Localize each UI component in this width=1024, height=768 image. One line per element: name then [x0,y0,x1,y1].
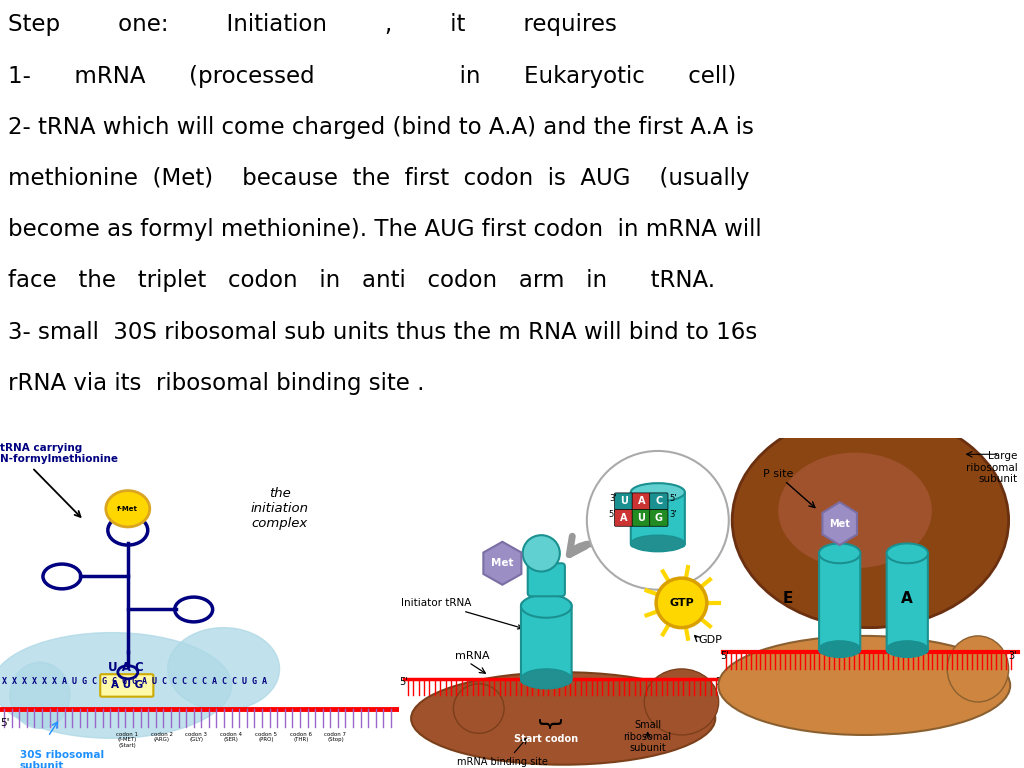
Text: Met: Met [829,518,850,528]
Text: X X X X X X A U G C G C G G A U C C C C C A C C U G A: X X X X X X A U G C G C G G A U C C C C … [2,677,267,686]
Text: codon 2
(ARG): codon 2 (ARG) [151,732,173,743]
Text: Large
ribosomal
subunit: Large ribosomal subunit [966,451,1018,484]
Text: A: A [638,496,645,506]
Text: codon 6
(THR): codon 6 (THR) [290,732,311,743]
Text: f-Met: f-Met [118,506,138,511]
Ellipse shape [947,636,1009,702]
Text: rRNA via its  ribosomal binding site .: rRNA via its ribosomal binding site . [8,372,425,395]
Text: 5': 5' [609,510,616,519]
Text: GDP: GDP [698,634,722,644]
Ellipse shape [644,669,719,735]
Circle shape [105,491,150,527]
Ellipse shape [631,483,685,502]
Ellipse shape [887,641,928,657]
Text: 3- small  30S ribosomal sub units thus the m RNA will bind to 16s: 3- small 30S ribosomal sub units thus th… [8,321,758,344]
Text: U: U [620,496,628,506]
Text: codon 5
(PRO): codon 5 (PRO) [255,732,276,743]
Ellipse shape [887,544,928,563]
Text: C: C [655,496,663,506]
Text: mRNA: mRNA [455,651,489,661]
Text: 3': 3' [716,677,724,687]
FancyBboxPatch shape [632,509,650,526]
Text: 5': 5' [399,677,408,687]
Ellipse shape [0,633,231,738]
Text: A: A [901,591,913,606]
Text: tRNA carrying
N-formylmethionine: tRNA carrying N-formylmethionine [0,442,118,465]
Ellipse shape [454,684,504,733]
FancyBboxPatch shape [819,553,860,653]
Ellipse shape [168,627,280,710]
Text: }: } [535,719,558,734]
Ellipse shape [411,672,716,765]
Text: codon 7
(Stop): codon 7 (Stop) [325,732,346,743]
FancyBboxPatch shape [614,493,633,510]
Ellipse shape [719,636,1010,735]
Text: 2- tRNA which will come charged (bind to A.A) and the first A.A is: 2- tRNA which will come charged (bind to… [8,116,754,139]
Text: Step        one:        Initiation        ,        it        requires: Step one: Initiation , it requires [8,13,617,36]
Ellipse shape [521,669,571,689]
Text: Initiator tRNA: Initiator tRNA [401,598,522,629]
Text: E: E [782,591,793,606]
FancyBboxPatch shape [887,553,928,653]
Text: methionine  (Met)    because  the  first  codon  is  AUG    (usually: methionine (Met) because the first codon… [8,167,750,190]
Text: GTP: GTP [669,598,694,608]
Text: 3': 3' [670,510,677,519]
Text: become as formyl methionine). The AUG first codon  in mRNA will: become as formyl methionine). The AUG fi… [8,218,762,241]
Text: the
initiation
complex: the initiation complex [251,488,308,530]
Text: codon 4
(SER): codon 4 (SER) [220,732,243,743]
Text: mRNA binding site: mRNA binding site [457,756,548,766]
Text: A: A [620,513,628,523]
Text: 3': 3' [609,494,616,502]
FancyBboxPatch shape [100,674,154,697]
Text: 5': 5' [670,494,677,502]
Ellipse shape [631,535,685,551]
Text: P site: P site [763,469,794,479]
Ellipse shape [521,594,571,617]
Text: 3': 3' [1009,651,1017,661]
Text: Met: Met [492,558,514,568]
Ellipse shape [778,452,932,568]
FancyBboxPatch shape [614,509,633,526]
FancyBboxPatch shape [632,493,650,510]
Text: U: U [637,513,645,523]
Text: A U G: A U G [111,680,143,690]
FancyBboxPatch shape [521,601,571,684]
Ellipse shape [819,641,860,657]
Text: face   the   triplet   codon   in   anti   codon   arm   in      tRNA.: face the triplet codon in anti codon arm… [8,270,716,293]
Text: 5': 5' [0,719,9,729]
Ellipse shape [819,544,860,563]
Ellipse shape [732,413,1009,627]
FancyBboxPatch shape [649,509,668,526]
Text: G: G [654,513,663,523]
Text: codon 3
(GLY): codon 3 (GLY) [185,732,208,743]
Circle shape [587,451,729,590]
Text: U A C: U A C [108,660,143,674]
FancyBboxPatch shape [649,493,668,510]
FancyBboxPatch shape [631,491,685,547]
Text: 5': 5' [720,651,729,661]
Circle shape [656,578,707,627]
Circle shape [522,535,560,571]
Text: codon 1
(f-MET)
(Start): codon 1 (f-MET) (Start) [116,732,138,748]
Text: Small
ribosomal
subunit: Small ribosomal subunit [624,720,672,753]
Text: 1-      mRNA      (processed                    in      Eukaryotic      cell): 1- mRNA (processed in Eukaryotic cell) [8,65,736,88]
Text: 30S ribosomal
subunit: 30S ribosomal subunit [20,750,104,768]
Text: Start codon: Start codon [514,733,579,743]
Ellipse shape [10,662,70,728]
FancyBboxPatch shape [527,563,565,596]
